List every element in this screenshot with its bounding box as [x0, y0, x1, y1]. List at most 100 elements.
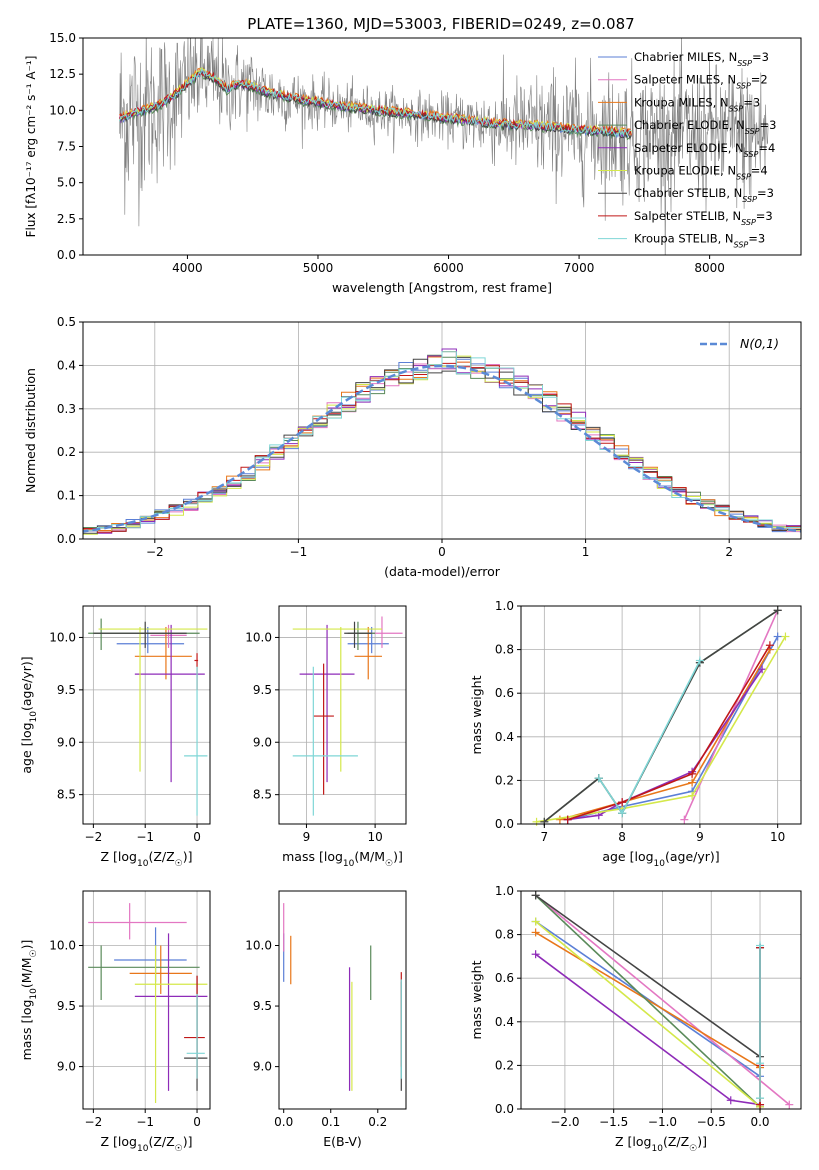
y-tick-label: 10.0	[49, 939, 76, 953]
y-tick-label: 0.3	[57, 402, 76, 416]
x-tick-label: 0	[193, 830, 201, 844]
axes-frame	[278, 890, 407, 1110]
legend-label: Salpeter ELODIE, NSSP=4	[634, 141, 775, 159]
age-vs-Z-panel: −2 −1 0 8.5 9.0 9.5 10.0 Z [log10(Z/Z☉)] age [lo…	[19, 605, 211, 869]
y-axis-label: Flux [fλ10⁻¹⁷ erg cm⁻² s⁻¹ A⁻¹]	[24, 56, 38, 238]
y-tick-label: 0.4	[495, 1015, 514, 1029]
series-line	[535, 894, 790, 1106]
axes-frame	[82, 605, 211, 825]
data-point	[299, 624, 355, 783]
data-point	[98, 626, 208, 772]
y-tick-label: 10.0	[49, 103, 76, 117]
y-tick-label: 0.2	[495, 773, 514, 787]
y-tick-label: 8.5	[253, 788, 272, 802]
x-tick-label: 2	[725, 545, 733, 559]
y-tick-label: 7.5	[57, 140, 76, 154]
plot-area	[292, 616, 403, 816]
x-tick-label: −2.0	[550, 1115, 579, 1129]
data-point	[292, 666, 358, 816]
series-line	[567, 644, 771, 821]
x-axis-label: wavelength [Angstrom, rest frame]	[332, 280, 552, 295]
y-tick-label: 0.5	[57, 315, 76, 329]
x-tick-label: 10	[367, 830, 382, 844]
y-tick-label: 0.4	[495, 730, 514, 744]
x-tick-label: 0.2	[368, 1115, 387, 1129]
histogram-panel: N(0,1) −2 −1 0 1 2 0.0 0.1 0.2 0.3 0.4 0.5 (data-mod…	[23, 315, 802, 579]
y-axis-label: age [log10(age/yr)]	[19, 656, 39, 773]
x-tick-label: 10	[770, 830, 785, 844]
age-vs-mass-panel: 9 10 8.5 9.0 9.5 10.0 mass [log10(M/M☉)]	[245, 605, 407, 869]
data-point	[292, 626, 382, 772]
data-point	[93, 621, 187, 648]
series-line	[536, 636, 787, 823]
data-point	[344, 621, 372, 648]
legend-label: Kroupa STELIB, NSSP=3	[634, 232, 765, 250]
y-tick-label: 9.5	[57, 683, 76, 697]
series-line	[567, 636, 779, 821]
series-line	[559, 649, 771, 821]
y-tick-label: 10.0	[245, 939, 272, 953]
spectrum-plot-area	[119, 38, 769, 255]
y-tick-label: 0.0	[57, 248, 76, 262]
x-tick-label: 0.0	[274, 1115, 293, 1129]
x-tick-label: 7	[541, 830, 549, 844]
massweight-vs-age-panel: 7 8 9 10 0.0 0.2 0.4 0.6 0.8 1.0 age [log10(age/yr…	[469, 599, 802, 869]
axes-frame	[520, 890, 802, 1110]
y-tick-label: 9.0	[253, 1060, 272, 1074]
x-tick-label: −1.5	[599, 1115, 628, 1129]
legend-label: Chabrier MILES, NSSP=3	[634, 50, 769, 68]
data-point	[347, 621, 376, 651]
y-axis-label: mass weight	[469, 960, 484, 1039]
y-tick-label: 0.4	[57, 358, 76, 372]
y-tick-label: 0.8	[495, 928, 514, 942]
normal-curve	[83, 364, 801, 533]
spectrum-panel: Chabrier MILES, NSSP=3 Salpeter MILES, NS…	[24, 31, 802, 295]
x-tick-label: 6000	[433, 261, 464, 275]
plot-area	[88, 903, 208, 1103]
axes-frame	[82, 890, 211, 1110]
figure-title: PLATE=1360, MJD=53003, FIBERID=0249, z=0…	[247, 15, 634, 33]
x-tick-label: 0.0	[750, 1115, 769, 1129]
y-axis-label: mass weight	[469, 675, 484, 754]
data-point	[116, 626, 185, 654]
x-tick-label: 0	[193, 1115, 201, 1129]
y-tick-label: 0.2	[495, 1058, 514, 1072]
data-point	[88, 618, 200, 651]
x-tick-label: 0.1	[321, 1115, 340, 1129]
y-tick-label: 12.5	[49, 67, 76, 81]
y-tick-label: 5.0	[57, 176, 76, 190]
x-tick-label: 9	[303, 830, 311, 844]
y-tick-label: 9.5	[253, 683, 272, 697]
x-axis-label: Z [log10(Z/Z☉)]	[101, 849, 193, 869]
legend-label: Kroupa ELODIE, NSSP=4	[634, 164, 768, 182]
plot-area	[283, 903, 402, 1091]
data-point	[184, 975, 208, 1091]
axes-frame	[520, 605, 802, 825]
y-tick-label: 9.5	[253, 999, 272, 1013]
y-tick-label: 9.5	[57, 999, 76, 1013]
y-tick-label: 0.1	[57, 489, 76, 503]
data-point	[134, 945, 208, 1103]
model-spectrum-line	[119, 67, 632, 138]
x-tick-label: 7000	[564, 261, 595, 275]
data-point	[184, 975, 205, 1079]
x-axis-label: mass [log10(M/M☉)]	[282, 849, 403, 869]
y-tick-label: 15.0	[49, 31, 76, 45]
x-tick-label: 0	[438, 545, 446, 559]
y-axis-label: mass [log10(M/M☉)]	[19, 940, 39, 1061]
legend-label: Salpeter MILES, NSSP=2	[634, 73, 768, 91]
x-tick-label: −1	[136, 830, 154, 844]
y-tick-label: 10.0	[49, 630, 76, 644]
axes-frame	[278, 605, 407, 825]
data-point	[186, 993, 205, 1079]
y-tick-label: 0.8	[495, 643, 514, 657]
y-tick-label: 9.0	[57, 735, 76, 749]
histogram-plot-area	[83, 348, 801, 539]
x-tick-label: −2	[85, 830, 103, 844]
x-tick-label: −1	[136, 1115, 154, 1129]
legend: Chabrier MILES, NSSP=3 Salpeter MILES, NS…	[598, 50, 776, 249]
y-tick-label: 0.2	[57, 445, 76, 459]
legend-label: Chabrier STELIB, NSSP=3	[634, 186, 774, 204]
y-axis-label: Normed distribution	[23, 368, 38, 493]
x-tick-label: 9	[696, 830, 704, 844]
